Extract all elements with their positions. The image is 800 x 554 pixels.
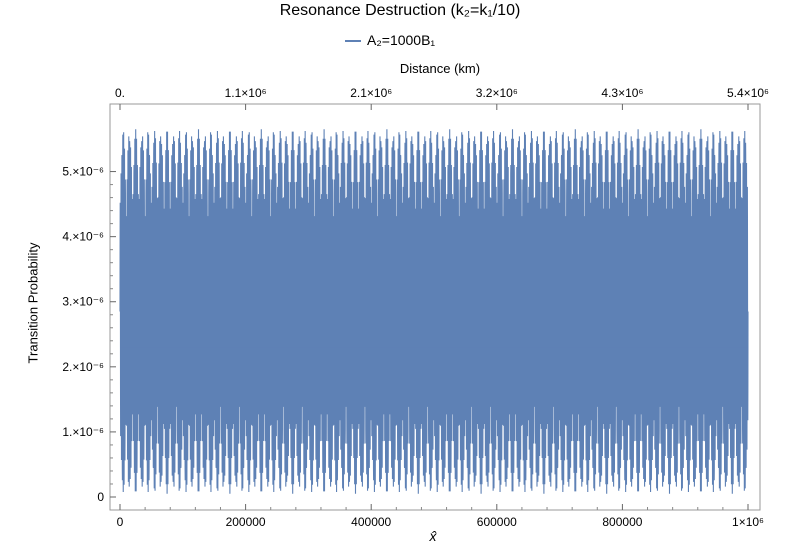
top-tick-label: 2.1×10⁶: [350, 86, 392, 100]
x-axis-label: x̂: [429, 528, 437, 544]
top-tick-label: 0.: [115, 86, 125, 100]
top-tick-label: 4.3×10⁶: [601, 86, 643, 100]
x-tick-label: 400000: [351, 515, 391, 529]
y-tick-label: 3.×10⁻⁶: [62, 295, 104, 309]
x-tick-label: 200000: [226, 515, 266, 529]
top-axis-label: Distance (km): [399, 61, 481, 76]
x-tick-label: 1×10⁶: [732, 515, 764, 529]
top-tick-label: 1.1×10⁶: [225, 86, 267, 100]
legend-entry-label: A₂=1000B₁: [367, 32, 436, 48]
y-tick-label: 0: [97, 490, 104, 504]
axes-layer: 0 200000 400000 600000 800000 1×10⁶ 0. 1.1×10⁶ 2…: [62, 86, 769, 529]
y-tick-label: 1.×10⁻⁶: [62, 425, 104, 439]
x-tick-label: 600000: [477, 515, 517, 529]
top-tick-label: 5.4×10⁶: [727, 86, 769, 100]
x-tick-label: 800000: [602, 515, 642, 529]
series-dense-band: [120, 272, 748, 348]
x-tick-label: 0: [117, 515, 124, 529]
chart-title: Resonance Destruction (k₂=k₁/10): [279, 2, 521, 19]
data-layer: [119, 129, 749, 494]
y-tick-label: 2.×10⁻⁶: [62, 360, 104, 374]
top-tick-label: 3.2×10⁶: [476, 86, 518, 100]
legend: A₂=1000B₁: [345, 32, 435, 48]
y-tick-label: 4.×10⁻⁶: [62, 230, 104, 244]
y-tick-label: 5.×10⁻⁶: [62, 165, 104, 179]
legend-swatch: [345, 40, 361, 43]
plot-frame: [109, 103, 761, 511]
